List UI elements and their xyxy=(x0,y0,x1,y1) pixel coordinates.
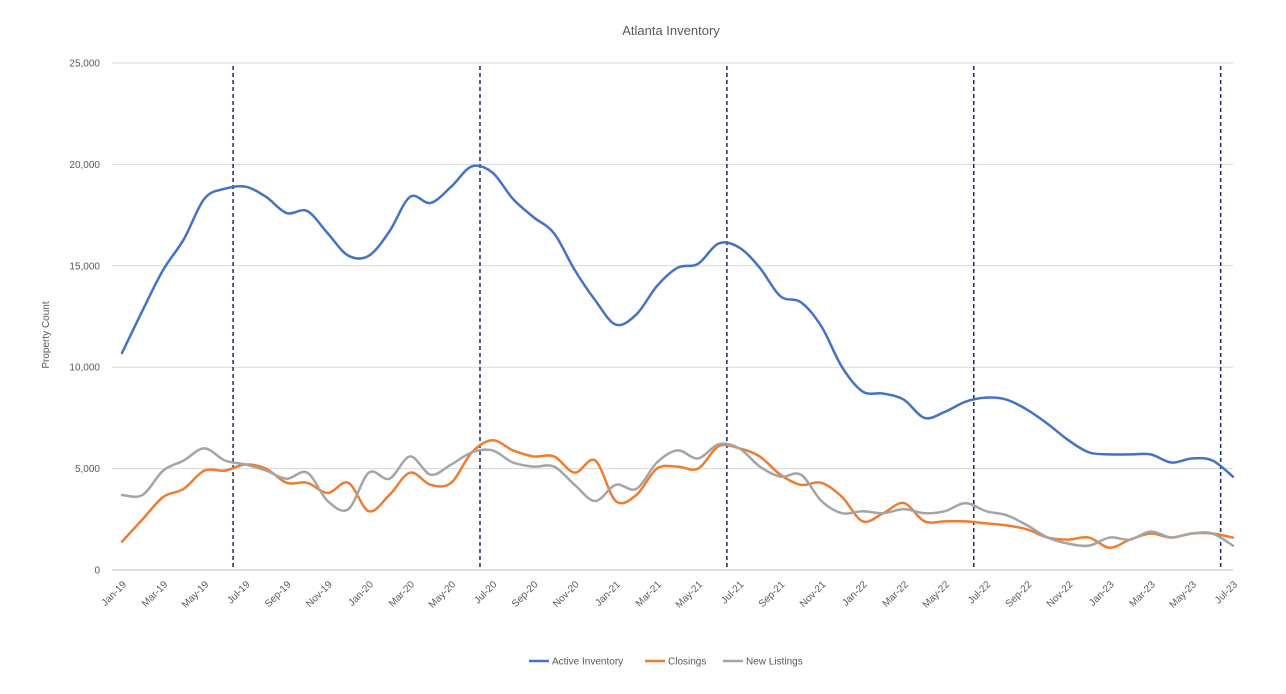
x-tick-label: Jan-22 xyxy=(840,579,870,609)
x-tick-label: Nov-22 xyxy=(1045,579,1076,610)
y-axis-label: Property Count xyxy=(41,301,52,368)
series-line xyxy=(120,438,1235,549)
y-tick-label: 10,000 xyxy=(69,363,100,374)
x-tick-label: Mar-22 xyxy=(881,579,911,609)
x-tick-label: Sep-22 xyxy=(1004,579,1035,610)
x-tick-label: Jan-21 xyxy=(593,579,623,609)
x-tick-label: Jan-23 xyxy=(1087,579,1117,609)
x-tick-label: Mar-20 xyxy=(387,579,417,609)
legend-label: New Listings xyxy=(746,657,803,668)
legend-label: Closings xyxy=(668,657,706,668)
y-tick-label: 15,000 xyxy=(69,261,100,272)
x-tick-label: May-23 xyxy=(1168,579,1200,611)
legend-label: Active Inventory xyxy=(552,657,623,668)
x-tick-label: Jul-19 xyxy=(225,579,252,606)
x-tick-label: Nov-20 xyxy=(551,579,582,610)
chart-title: Atlanta Inventory xyxy=(622,23,720,38)
x-tick-label: Nov-19 xyxy=(304,579,335,610)
x-tick-label: Mar-21 xyxy=(634,579,664,609)
x-tick-label: Mar-19 xyxy=(140,579,170,609)
x-tick-label: May-20 xyxy=(427,579,459,611)
reference-lines xyxy=(232,66,1222,570)
series-lines xyxy=(120,164,1235,549)
gridlines xyxy=(112,62,1233,571)
y-tick-label: 20,000 xyxy=(69,160,100,171)
y-tick-label: 25,000 xyxy=(69,59,100,70)
x-tick-label: Sep-19 xyxy=(263,579,294,610)
y-tick-label: 5,000 xyxy=(75,464,100,475)
x-tick-label: May-19 xyxy=(180,579,212,611)
x-tick-label: May-22 xyxy=(921,579,953,611)
x-tick-label: Sep-21 xyxy=(757,579,788,610)
x-tick-label: Jul-22 xyxy=(966,579,993,606)
x-tick-label: Jul-21 xyxy=(719,579,746,606)
x-tick-label: Jul-23 xyxy=(1213,579,1240,606)
series-line xyxy=(120,164,1235,478)
y-tick-label: 0 xyxy=(94,566,100,577)
legend: Active Inventory Closings New Listings xyxy=(529,657,803,668)
x-tick-labels: Jan-19 Mar-19 May-19 Jul-19 Sep-19 Nov-19 Jan-… xyxy=(100,579,1241,611)
x-tick-label: May-21 xyxy=(674,579,706,611)
x-tick-label: Jan-19 xyxy=(100,579,130,609)
x-tick-label: Jan-20 xyxy=(347,579,377,609)
y-tick-labels: 0 5,000 10,000 15,000 20,000 25,000 xyxy=(69,59,100,577)
x-tick-label: Mar-23 xyxy=(1128,579,1158,609)
x-tick-label: Nov-21 xyxy=(798,579,829,610)
x-tick-label: Jul-20 xyxy=(472,579,499,606)
series-line xyxy=(120,442,1235,548)
x-tick-label: Sep-20 xyxy=(510,579,541,610)
